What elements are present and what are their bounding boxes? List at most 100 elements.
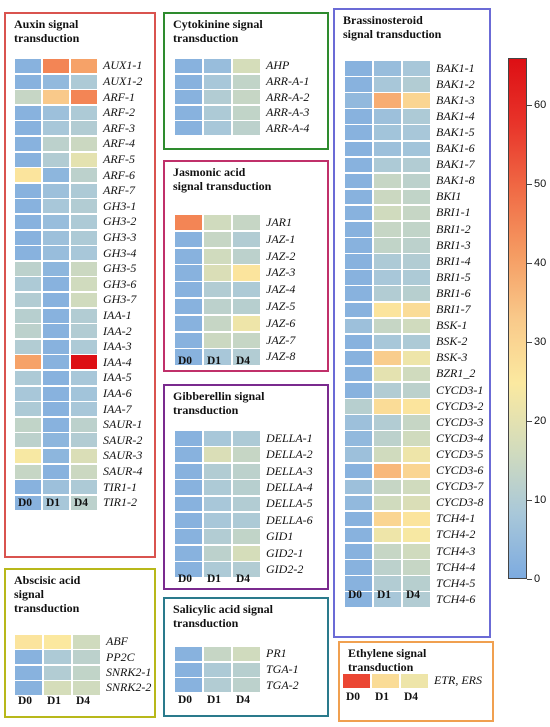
gene-label: ETR, ERS: [434, 673, 482, 687]
colorbar-tick-label: 20: [534, 415, 547, 428]
heatmap-cell: [344, 172, 373, 190]
gene-label: TCH4-1: [436, 511, 476, 526]
heatmap-cell: [70, 307, 98, 324]
heatmap-cell: [42, 432, 70, 449]
heatmap-cell: [203, 104, 232, 121]
heatmap-cell: [232, 281, 261, 299]
heatmap-cell: [373, 349, 402, 367]
heatmap-cell: [373, 237, 402, 254]
heatmap-cell: [373, 575, 402, 592]
gene-label: GID1: [266, 529, 294, 544]
heatmap-cell: [232, 120, 261, 137]
heatmap-cell: [373, 140, 402, 158]
gene-label: GH3-3: [103, 229, 137, 244]
heatmap-cell: [42, 182, 70, 199]
heatmap-cell: [232, 73, 261, 90]
heatmap-cell: [14, 354, 42, 371]
gene-label: ARF-3: [103, 120, 135, 135]
heatmap-cell: [232, 89, 261, 106]
heatmap-cell: [42, 416, 70, 433]
heatmap-cell: [14, 58, 42, 75]
heatmap-cell: [14, 151, 42, 168]
heatmap-cell: [42, 120, 70, 137]
column-label: D0: [18, 695, 33, 707]
heatmap-cell: [203, 495, 232, 513]
heatmap-cell: [402, 237, 431, 254]
heatmap-cell: [70, 229, 98, 246]
heatmap-cell: [402, 494, 431, 512]
gene-label: DELLA-6: [266, 512, 313, 527]
gene-label: TGA-2: [266, 677, 299, 692]
heatmap-cell: [203, 462, 232, 480]
heatmap-cell: [232, 314, 261, 333]
heatmap-cell: [402, 221, 431, 238]
gene-label: DELLA-1: [266, 430, 313, 445]
heatmap-cell: [344, 108, 373, 125]
column-label: D0: [348, 589, 363, 601]
heatmap-cell: [42, 307, 70, 324]
panel-abscisic: Abscisic acid signal transduction ABF PP2C…: [4, 568, 156, 718]
panel-title-jasmonic: Jasmonic acid signal transduction: [173, 165, 272, 193]
heatmap-cell: [232, 331, 261, 349]
gene-label: JAZ-3: [266, 265, 296, 280]
heatmap-cell: [43, 680, 72, 697]
heatmap-cell: [371, 673, 400, 689]
heatmap-cell: [402, 349, 431, 367]
column-label: D1: [47, 695, 62, 707]
colorbar-tick-label: 50: [534, 178, 547, 191]
heatmap-cell: [42, 401, 70, 418]
heatmap-cell: [344, 237, 373, 254]
heatmap-cell: [174, 544, 203, 562]
heatmap-cell: [174, 495, 203, 513]
heatmap-cell: [402, 92, 431, 109]
panel-gibberellin: Gibberellin signal transduction DELLA-1 DE…: [163, 384, 329, 590]
panel-auxin: Auxin signal transduction AUX1-1 AUX1-2 ARF…: [4, 12, 156, 558]
heatmap-cell: [174, 561, 203, 579]
column-label: D4: [406, 589, 421, 601]
heatmap-cell: [344, 430, 373, 447]
column-label: D1: [377, 589, 392, 601]
gene-label: JAZ-5: [266, 298, 296, 313]
panel-title-abscisic: Abscisic acid signal transduction: [14, 573, 81, 615]
heatmap-cell: [14, 338, 42, 355]
heatmap-cell: [174, 430, 203, 447]
heatmap-cell: [344, 559, 373, 576]
gene-label: AUX1-2: [103, 73, 143, 88]
heatmap-cell: [373, 591, 402, 608]
heatmap-cell: [344, 526, 373, 544]
gene-label: TCH4-6: [436, 591, 476, 606]
gene-label: CYCD3-6: [436, 463, 484, 478]
heatmap-cell: [402, 575, 431, 592]
heatmap-cell: [203, 264, 232, 282]
heatmap-cell: [373, 172, 402, 190]
heatmap-cell: [203, 561, 232, 579]
heatmap-cell: [232, 479, 261, 497]
gene-label: DELLA-4: [266, 479, 313, 494]
heatmap-cell: [402, 446, 431, 463]
heatmap-cell: [402, 543, 431, 560]
gene-label: SAUR-4: [103, 463, 143, 478]
heatmap-cell: [402, 365, 431, 383]
gene-label: SAUR-2: [103, 432, 143, 447]
heatmap-cell: [373, 124, 402, 141]
heatmap-cell: [203, 230, 232, 249]
heatmap-cell: [42, 58, 70, 75]
heatmap-cell: [14, 664, 43, 681]
heatmap-cell: [43, 649, 72, 666]
column-label: D1: [207, 355, 222, 367]
column-label: D0: [346, 691, 361, 703]
heatmap-cell: [42, 354, 70, 371]
heatmap-cell: [14, 479, 42, 496]
gene-label: SAUR-3: [103, 448, 143, 463]
heatmap-cell: [400, 673, 429, 689]
heatmap-cell: [203, 281, 232, 299]
heatmap-cell: [344, 60, 373, 77]
heatmap-cell: [174, 348, 203, 366]
gene-label: IAA-2: [103, 323, 132, 338]
heatmap-cell: [344, 92, 373, 109]
heatmap-cell: [203, 479, 232, 497]
heatmap-cell: [203, 677, 232, 694]
gene-label: TCH4-3: [436, 543, 476, 558]
heatmap-cell: [203, 446, 232, 464]
heatmap-cell: [203, 298, 232, 316]
